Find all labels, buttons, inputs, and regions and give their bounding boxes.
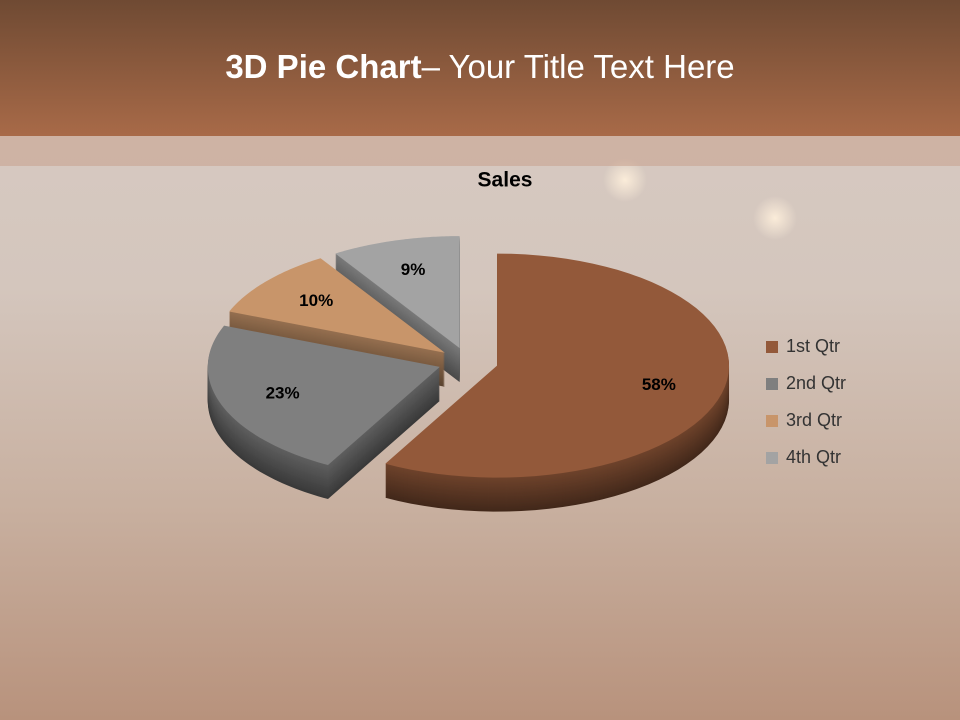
- legend-swatch: [766, 452, 778, 464]
- title-band: [0, 0, 960, 136]
- legend-label: 4th Qtr: [786, 447, 841, 467]
- pie-slice: [229, 258, 445, 353]
- legend-label: 3rd Qtr: [786, 410, 842, 430]
- data-label: 23%: [266, 384, 300, 403]
- pie-slice: [207, 325, 440, 466]
- pie-slice: [335, 236, 460, 349]
- title-strip: [0, 136, 960, 166]
- legend-swatch: [766, 378, 778, 390]
- slide-title: 3D Pie Chart– Your Title Text Here: [0, 48, 960, 86]
- legend-label: 2nd Qtr: [786, 373, 846, 393]
- data-label: 58%: [642, 375, 676, 394]
- title-rest: – Your Title Text Here: [421, 48, 735, 85]
- title-bold: 3D Pie Chart: [225, 48, 422, 85]
- chart-title: Sales: [478, 169, 533, 192]
- data-label: 10%: [299, 291, 333, 310]
- pie-slice: [385, 253, 730, 478]
- legend-label: 1st Qtr: [786, 336, 840, 356]
- legend-swatch: [766, 341, 778, 353]
- data-label: 9%: [401, 260, 426, 279]
- legend-swatch: [766, 415, 778, 427]
